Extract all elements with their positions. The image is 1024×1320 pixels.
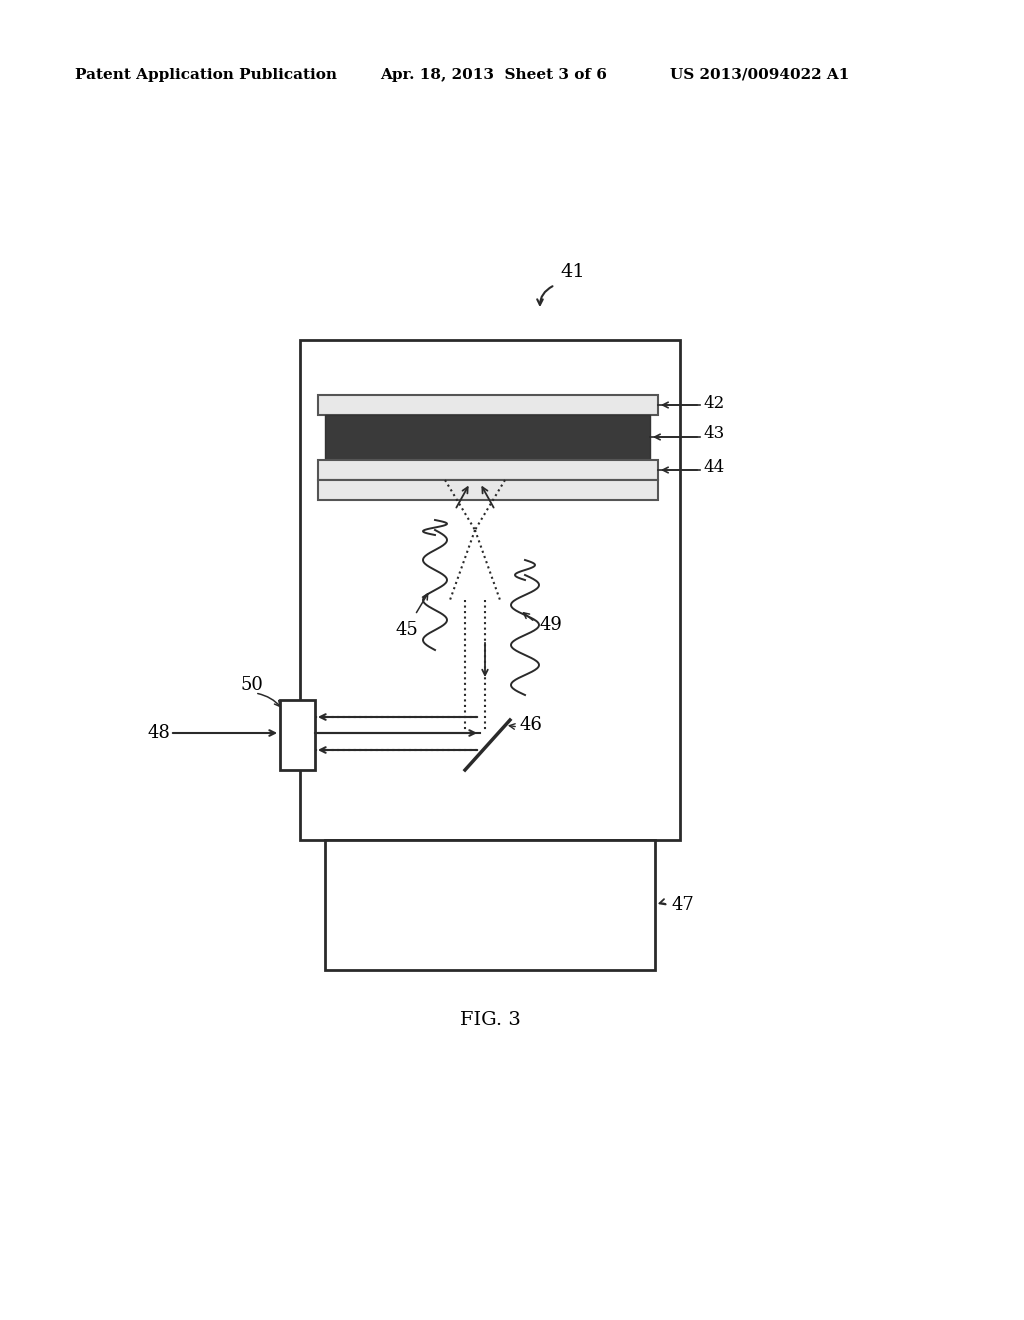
Text: 48: 48 [148, 723, 171, 742]
Text: Patent Application Publication: Patent Application Publication [75, 69, 337, 82]
Text: FIG. 3: FIG. 3 [460, 1011, 520, 1030]
Bar [318, 395, 658, 414]
Bar [300, 341, 680, 840]
Text: 45: 45 [395, 620, 418, 639]
Bar [325, 840, 655, 970]
Bar [318, 459, 658, 480]
Text: US 2013/0094022 A1: US 2013/0094022 A1 [670, 69, 849, 82]
Text: Apr. 18, 2013  Sheet 3 of 6: Apr. 18, 2013 Sheet 3 of 6 [380, 69, 607, 82]
Bar [325, 414, 650, 459]
Text: 49: 49 [540, 616, 563, 634]
Text: 41: 41 [560, 263, 585, 281]
Text: 47: 47 [672, 896, 694, 913]
Text: 50: 50 [240, 676, 263, 694]
Text: 46: 46 [520, 715, 543, 734]
Text: 43: 43 [703, 425, 724, 442]
Bar [318, 480, 658, 500]
Bar [280, 700, 315, 770]
Text: 44: 44 [703, 459, 724, 477]
Text: 42: 42 [703, 395, 724, 412]
